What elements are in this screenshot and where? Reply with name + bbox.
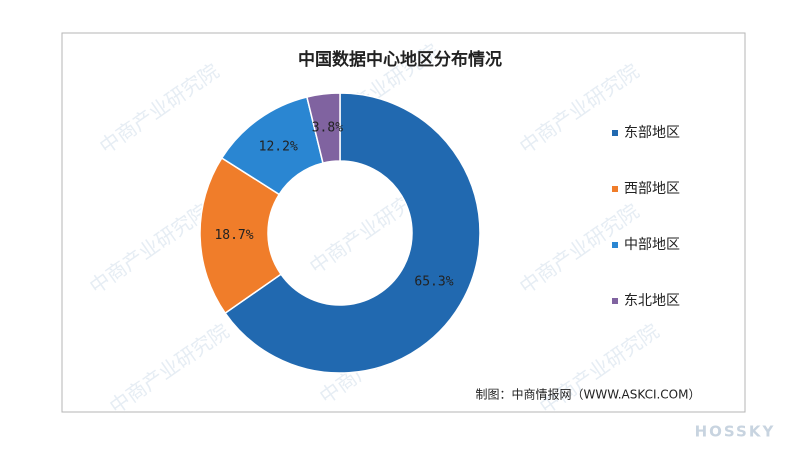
logo: HOSSKY [695,423,776,441]
chart-title: 中国数据中心地区分布情况 [298,49,502,70]
legend-label: 东北地区 [624,293,680,309]
data-label: 3.8% [312,120,343,135]
legend-swatch [612,130,618,136]
legend-swatch [612,298,618,304]
legend-swatch [612,242,618,248]
data-label: 65.3% [414,275,453,290]
legend-label: 中部地区 [624,237,680,253]
slice [224,92,481,374]
slice [199,156,283,315]
legend-swatch [612,186,618,192]
legend-label: 西部地区 [624,181,680,197]
legend-label: 东部地区 [624,125,680,141]
source-note: 制图：中商情报网（WWW.ASKCI.COM） [476,387,701,402]
data-label: 12.2% [259,139,298,154]
data-label: 18.7% [214,228,253,243]
slice [305,92,341,164]
